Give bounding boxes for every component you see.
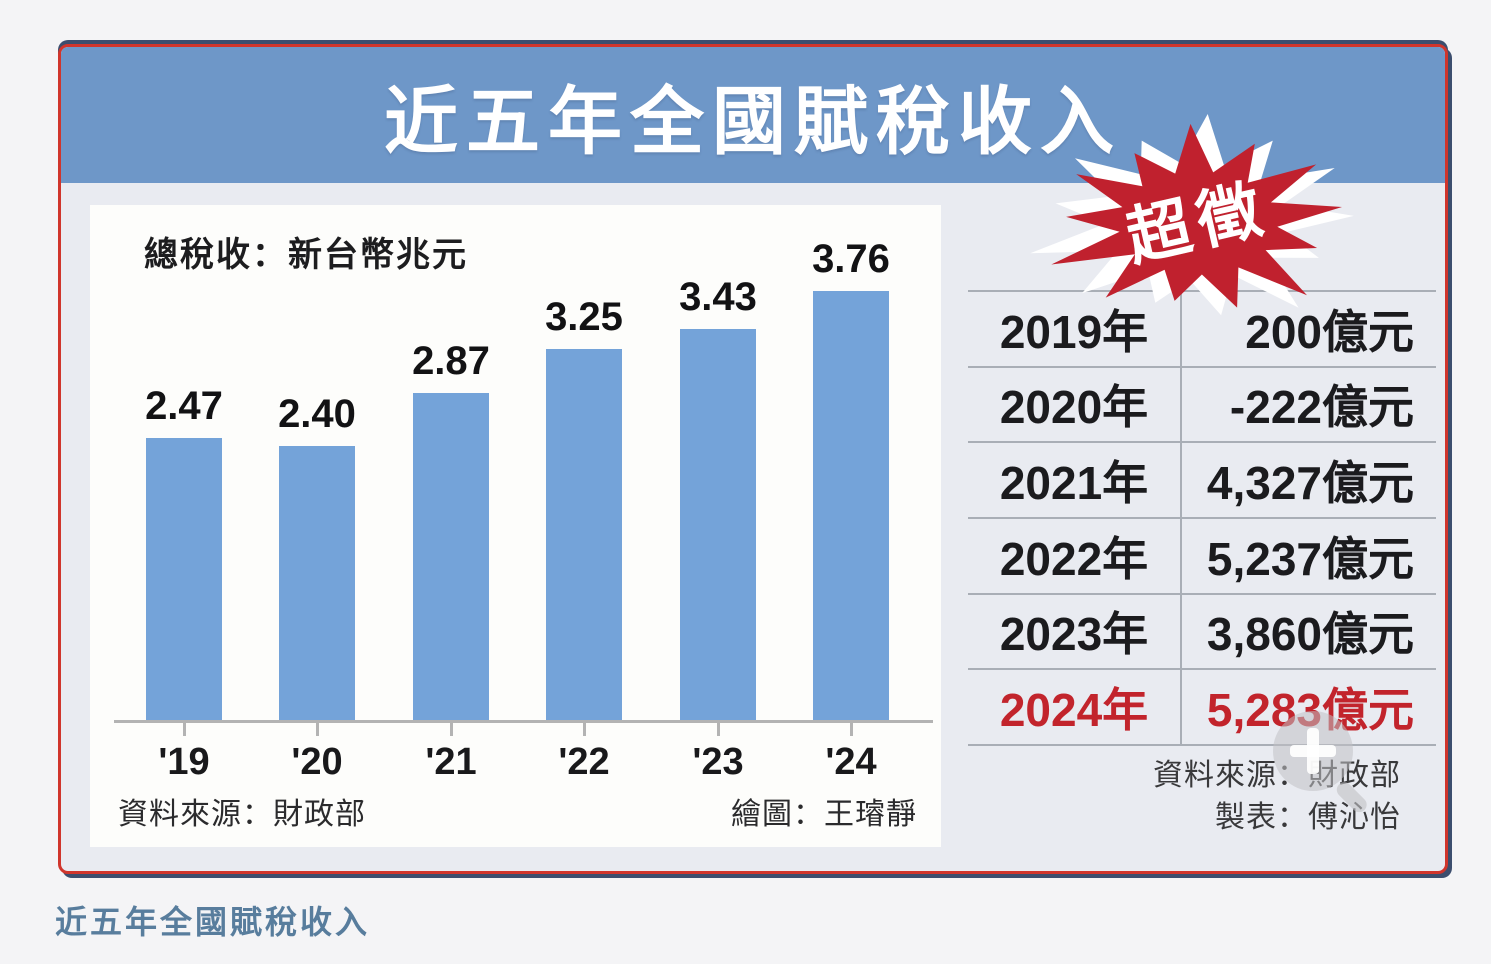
- year-cell: 2020年: [999, 381, 1149, 434]
- x-axis-label: '23: [692, 741, 744, 783]
- bar-'22: [546, 349, 622, 720]
- amount-cell: -222億元: [1229, 381, 1414, 434]
- plus-icon: [1307, 728, 1319, 774]
- table-row: 2021年 4,327億元: [968, 441, 1436, 517]
- x-axis-label: '24: [825, 741, 877, 783]
- x-axis-tick: [583, 723, 586, 736]
- amount-cell: 200億元: [1245, 305, 1414, 358]
- chart-credit: 繪圖：王璿靜: [731, 798, 917, 831]
- x-axis-label: '19: [158, 741, 210, 783]
- table-column-divider: [1180, 290, 1182, 746]
- bar-value-label: 2.40: [278, 392, 356, 436]
- overage-badge: 超徵: [1030, 114, 1354, 316]
- table-credit: 製表：傅沁怡: [1215, 801, 1401, 834]
- x-axis-label: '20: [291, 741, 343, 783]
- bar-chart-panel: 總稅收：新台幣兆元 2.47 '19 2.40 '20 2.87 '21 3.25 '22 3.…: [90, 205, 941, 847]
- year-cell: 2024年: [999, 684, 1149, 737]
- x-axis-label: '21: [425, 741, 477, 783]
- infographic-frame: 近五年全國賦稅收入 總稅收：新台幣兆元 2.47 '19 2.40 '20 2.87 '2…: [58, 44, 1448, 874]
- bar-value-label: 3.76: [812, 237, 890, 281]
- bar-value-label: 3.25: [545, 295, 623, 339]
- bar-value-label: 3.43: [679, 275, 757, 319]
- badge-star: [1051, 123, 1342, 308]
- page-caption: 近五年全國賦稅收入: [55, 904, 371, 940]
- bar-value-label: 2.47: [145, 384, 223, 428]
- bar-'24: [813, 291, 889, 720]
- x-axis-line: [114, 720, 933, 723]
- title-banner: 近五年全國賦稅收入: [61, 47, 1445, 183]
- infographic-title: 近五年全國賦稅收入: [384, 79, 1122, 163]
- bar-'23: [680, 329, 756, 720]
- table-row: 2022年 5,237億元: [968, 516, 1436, 593]
- zoom-in-icon[interactable]: [1273, 711, 1383, 821]
- bar-'20: [279, 446, 355, 720]
- bar-'21: [413, 393, 489, 720]
- x-axis-tick: [183, 723, 186, 736]
- x-axis-tick: [450, 723, 453, 736]
- amount-cell: 5,237億元: [1206, 532, 1414, 585]
- x-axis-tick: [316, 723, 319, 736]
- bar-chart: 2.47 '19 2.40 '20 2.87 '21 3.25 '22 3.43 '23 3.76 '…: [90, 205, 941, 847]
- table-row: 2023年 3,860億元: [968, 592, 1436, 669]
- x-axis-tick: [850, 723, 853, 736]
- zoom-icon-handle: [1333, 779, 1370, 816]
- bar-value-label: 2.87: [412, 339, 490, 383]
- amount-cell: 4,327億元: [1206, 457, 1414, 510]
- chart-footer: 資料來源：財政部 繪圖：王璿靜: [118, 789, 917, 833]
- year-cell: 2019年: [999, 305, 1149, 358]
- year-cell: 2023年: [999, 608, 1149, 661]
- table-row: 2020年 -222億元: [968, 365, 1436, 442]
- bar-'19: [146, 438, 222, 720]
- zoom-icon-circle: [1273, 711, 1353, 791]
- year-cell: 2021年: [999, 457, 1149, 510]
- amount-cell: 3,860億元: [1206, 608, 1414, 661]
- x-axis-tick: [717, 723, 720, 736]
- overage-table: 2019年 200億元 2020年 -222億元 2021年 4,327億元 2022年 5,…: [968, 290, 1436, 746]
- table-row: 2019年 200億元: [968, 290, 1436, 366]
- chart-unit-note: 總稅收：新台幣兆元: [144, 236, 468, 274]
- chart-source: 資料來源：財政部: [118, 798, 366, 831]
- year-cell: 2022年: [999, 532, 1149, 585]
- x-axis-label: '22: [558, 741, 610, 783]
